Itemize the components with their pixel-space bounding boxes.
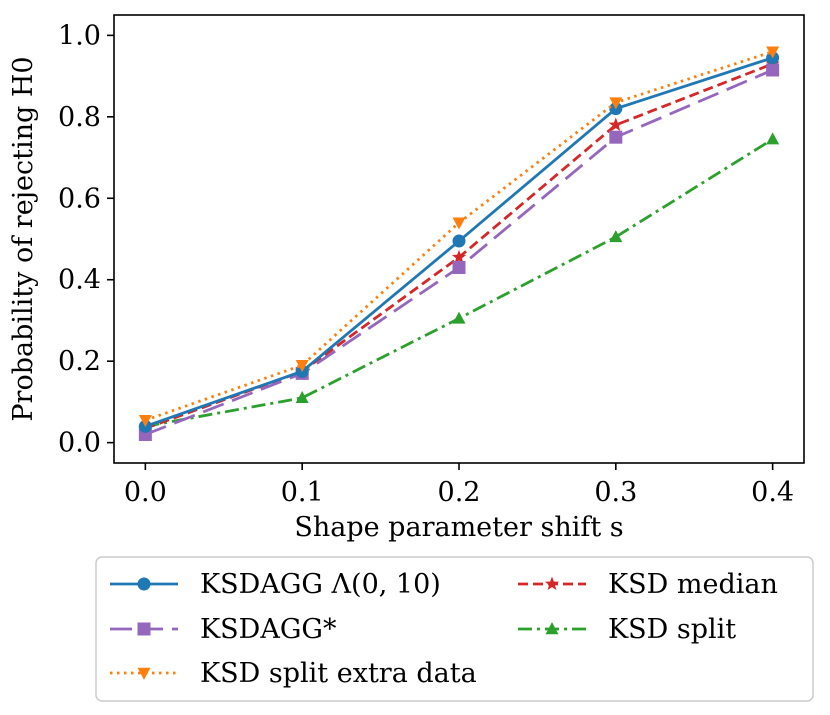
legend-swatch-marker <box>137 622 151 636</box>
series-2-point <box>138 415 152 428</box>
legend-items: KSDAGG Λ(0, 10) KSDAGG* KSD split extra da… <box>110 569 778 689</box>
series-3-point <box>608 117 623 132</box>
y-tick-label: 0.8 <box>58 102 101 133</box>
legend-label: KSD median <box>608 569 778 600</box>
y-axis-title-text: Probability of rejecting H0 <box>8 56 39 421</box>
series-1-point <box>452 261 466 275</box>
legend-label: KSDAGG* <box>200 614 337 645</box>
legend: KSDAGG Λ(0, 10) KSDAGG* KSD split extra da… <box>95 556 814 702</box>
legend-swatch-marker <box>137 667 151 680</box>
series-3-point <box>451 249 467 264</box>
series-2-point <box>295 360 309 373</box>
y-tick-label: 1.0 <box>58 20 101 51</box>
y-tick-label: 0.2 <box>58 346 101 377</box>
series-0-point <box>452 234 466 248</box>
series-4-point <box>295 391 309 404</box>
series-2-point <box>452 217 466 230</box>
legend-swatch-marker <box>137 577 151 591</box>
legend-label: KSD split extra data <box>200 658 477 689</box>
x-axis-title: Shape parameter shift s <box>294 512 623 543</box>
x-axis: 0.0 0.1 0.2 0.3 0.4 <box>124 463 794 508</box>
y-tick-label: 0.4 <box>58 265 101 296</box>
legend-label: KSDAGG Λ(0, 10) <box>200 569 441 600</box>
x-axis-title-text: Shape parameter shift s <box>294 512 623 543</box>
series-4-point <box>452 311 466 324</box>
series-4-line <box>145 138 774 428</box>
series-2-point <box>766 46 780 59</box>
legend-swatch-marker <box>544 576 560 591</box>
y-tick-label: 0.6 <box>58 183 101 214</box>
y-axis-title: Probability of rejecting H0 <box>8 56 39 421</box>
y-axis: 0.0 0.2 0.4 0.6 0.8 1.0 <box>58 20 114 459</box>
series-4-point <box>609 230 623 243</box>
y-tick-label: 0.0 <box>58 428 101 459</box>
series-1-point <box>766 63 780 77</box>
legend-swatch-marker <box>545 622 559 635</box>
legend-frame <box>95 556 814 702</box>
x-tick-label: 0.3 <box>594 477 637 508</box>
x-tick-label: 0.2 <box>438 477 481 508</box>
x-tick-label: 0.1 <box>281 477 324 508</box>
series-1-point <box>609 130 623 144</box>
x-tick-label: 0.0 <box>124 477 167 508</box>
x-tick-label: 0.4 <box>751 477 794 508</box>
series-2-point <box>609 97 623 110</box>
series-4-point <box>766 132 780 145</box>
legend-label: KSD split <box>608 614 736 645</box>
chart-marks <box>138 46 780 441</box>
